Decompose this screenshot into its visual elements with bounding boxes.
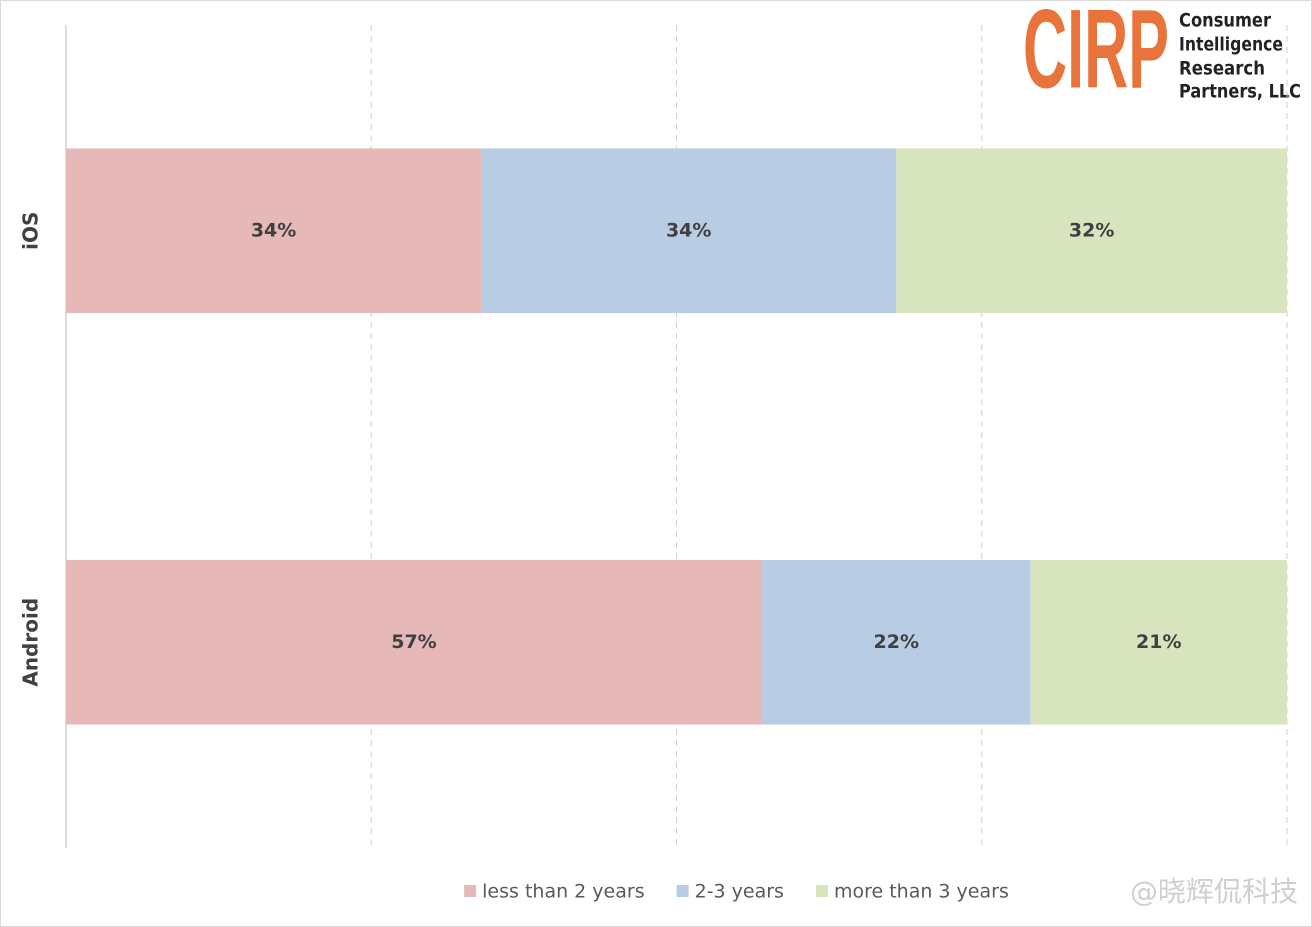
legend-label: 2-3 years	[695, 881, 784, 903]
value-label: 21%	[1136, 631, 1181, 653]
category-label: Android	[19, 598, 43, 687]
bar	[66, 559, 762, 725]
logo-line: Consumer	[1179, 10, 1272, 32]
logo-line: Research	[1179, 58, 1265, 80]
bar	[761, 559, 1031, 725]
value-label: 57%	[391, 631, 436, 653]
value-label: 34%	[251, 219, 296, 241]
logo-mark: CIRP	[1023, 0, 1169, 112]
value-label: 34%	[666, 219, 711, 241]
legend-label: more than 3 years	[834, 881, 1009, 903]
bar	[66, 148, 482, 314]
value-label: 32%	[1069, 219, 1114, 241]
legend-swatch	[676, 885, 689, 897]
bar	[1030, 559, 1287, 725]
legend-swatch	[464, 885, 477, 897]
category-label: iOS	[19, 212, 43, 250]
bar	[896, 148, 1287, 314]
legend-swatch	[815, 885, 828, 897]
watermark: @晓辉侃科技	[1130, 875, 1298, 908]
bar	[481, 148, 897, 314]
logo-line: Partners, LLC	[1179, 81, 1301, 103]
value-label: 22%	[874, 631, 919, 653]
logo-line: Intelligence	[1179, 34, 1283, 56]
legend-label: less than 2 years	[482, 881, 644, 903]
